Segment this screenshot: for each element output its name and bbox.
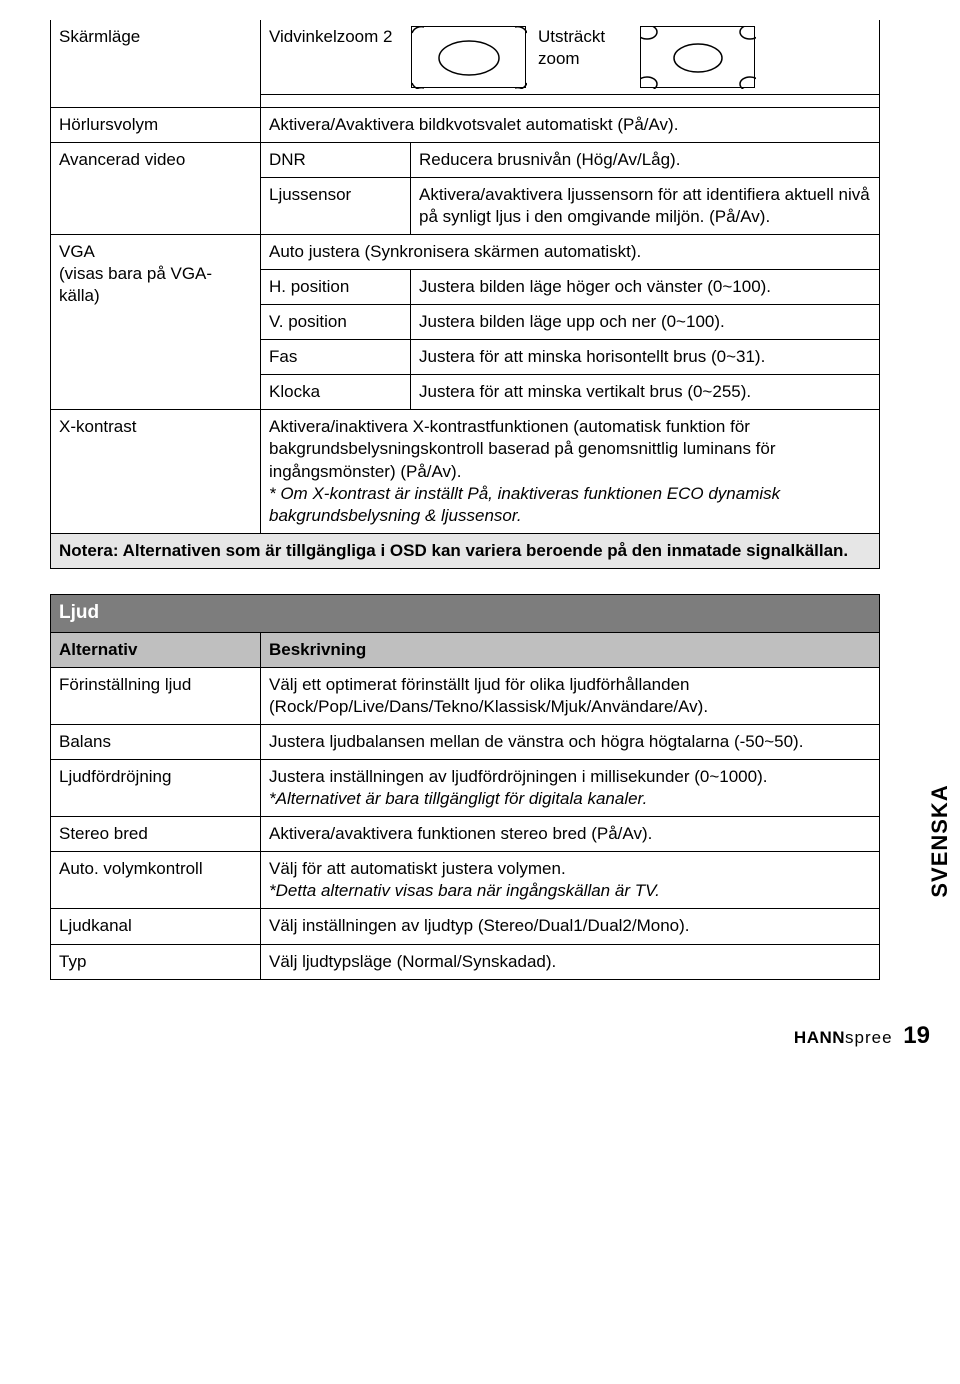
beskrivning-header: Beskrivning (261, 632, 880, 667)
hpos-desc: Justera bilden läge höger och vänster (0… (411, 269, 880, 304)
dnr-label: DNR (261, 142, 411, 177)
ljudfordrojning-label: Ljudfördröjning (51, 759, 261, 816)
ljudkanal-label: Ljudkanal (51, 909, 261, 944)
ljussensor-desc: Aktivera/avaktivera ljussensorn för att … (411, 177, 880, 234)
stereo-desc: Aktivera/avaktivera funktionen stereo br… (261, 817, 880, 852)
vidvinkel-label: Vidvinkelzoom 2 (269, 26, 399, 48)
typ-desc: Välj ljudtypsläge (Normal/Synskadad). (261, 944, 880, 979)
hpos-label: H. position (261, 269, 411, 304)
vga-label: VGA (59, 242, 95, 261)
dnr-desc: Reducera brusnivån (Hög/Av/Låg). (411, 142, 880, 177)
stereo-label: Stereo bred (51, 817, 261, 852)
vga-sublabel: (visas bara på VGA-källa) (59, 264, 212, 305)
skarmlage-cell: Skärmläge (51, 20, 261, 95)
utstrackt-label: Utsträckt zoom (538, 26, 628, 70)
horlursvolym-desc: Aktivera/Avaktivera bildkvotsvalet autom… (261, 107, 880, 142)
klocka-desc: Justera för att minska vertikalt brus (0… (411, 375, 880, 410)
page-footer: HANNspree 19 (50, 1020, 930, 1051)
avancerad-label: Avancerad video (51, 142, 261, 234)
language-sidebar: SVENSKA (926, 784, 955, 897)
fas-label: Fas (261, 340, 411, 375)
note-cell: Notera: Alternativen som är tillgängliga… (51, 533, 880, 568)
autovolym-label: Auto. volymkontroll (51, 852, 261, 909)
ljud-header: Ljud (51, 594, 880, 632)
ljudfordrojning-desc: Justera inställningen av ljudfördröjning… (261, 759, 880, 816)
ljussensor-label: Ljussensor (261, 177, 411, 234)
vpos-desc: Justera bilden läge upp och ner (0~100). (411, 305, 880, 340)
vga-cell: VGA (visas bara på VGA-källa) (51, 234, 261, 409)
xkontrast-desc: Aktivera/inaktivera X-kontrastfunktionen… (261, 410, 880, 533)
balans-label: Balans (51, 724, 261, 759)
klocka-label: Klocka (261, 375, 411, 410)
page-number: 19 (903, 1022, 930, 1049)
utstrackt-diagram (640, 26, 755, 88)
ljudkanal-desc: Välj inställningen av ljudtyp (Stereo/Du… (261, 909, 880, 944)
auto-justera-desc: Auto justera (Synkronisera skärmen autom… (261, 234, 880, 269)
horlursvolym-label: Hörlursvolym (51, 107, 261, 142)
vidvinkel-diagram (411, 26, 526, 88)
xkontrast-label: X-kontrast (51, 410, 261, 533)
balans-desc: Justera ljudbalansen mellan de vänstra o… (261, 724, 880, 759)
fas-desc: Justera för att minska horisontellt brus… (411, 340, 880, 375)
forinstallning-label: Förinställning ljud (51, 667, 261, 724)
table-ljud: Ljud Alternativ Beskrivning Förinställni… (50, 594, 880, 980)
autovolym-desc: Välj för att automatiskt justera volymen… (261, 852, 880, 909)
alternativ-header: Alternativ (51, 632, 261, 667)
table-settings-1: Skärmläge Vidvinkelzoom 2 Utsträckt zoom (50, 20, 880, 569)
typ-label: Typ (51, 944, 261, 979)
vpos-label: V. position (261, 305, 411, 340)
forinstallning-desc: Välj ett optimerat förinställt ljud för … (261, 667, 880, 724)
